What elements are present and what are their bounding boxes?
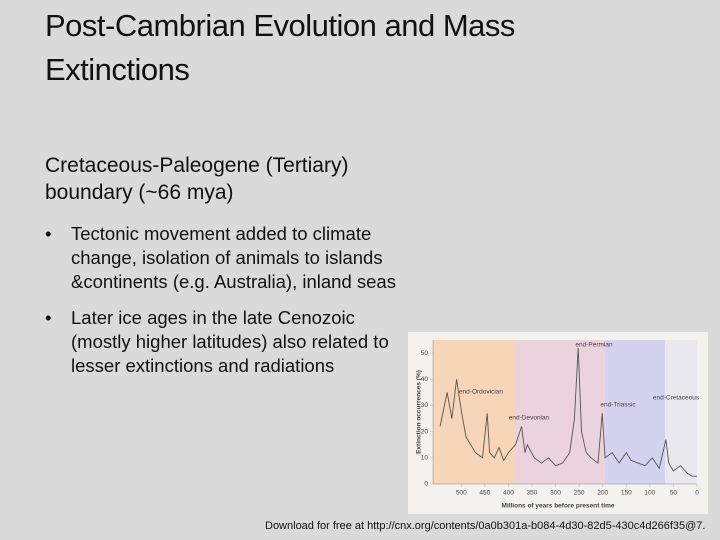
y-tick-label: 40 xyxy=(421,376,429,383)
y-tick-label: 50 xyxy=(421,350,429,357)
bullet: Tectonic movement added to climate chang… xyxy=(45,222,405,294)
annotation: end-Devonian xyxy=(509,415,550,422)
period-band xyxy=(605,340,665,484)
annotation: end-Ordovician xyxy=(459,389,503,396)
annotation: end-Cretaceous xyxy=(653,395,700,402)
x-tick-label: 500 xyxy=(456,490,467,497)
x-tick-label: 250 xyxy=(574,490,585,497)
x-tick-label: 0 xyxy=(695,490,699,497)
bullet-list: Tectonic movement added to climate chang… xyxy=(45,222,405,390)
x-axis-label: Millions of years before present time xyxy=(501,503,614,510)
annotation: end-Triassic xyxy=(600,402,636,409)
period-band xyxy=(665,340,697,484)
footer: Download for free at http://cnx.org/cont… xyxy=(265,520,706,532)
y-axis-label: Extinction occurrences (%) xyxy=(416,370,423,454)
data-line xyxy=(439,347,697,477)
slide-title: Post-Cambrian Evolution and Mass Extinct… xyxy=(45,8,515,87)
x-tick-label: 100 xyxy=(644,490,655,497)
y-tick-label: 20 xyxy=(421,428,429,435)
x-tick-label: 300 xyxy=(550,490,561,497)
chart: end-Permian end-Ordovician end-Devonian … xyxy=(408,332,708,514)
y-tick-label: 0 xyxy=(424,481,428,488)
bullet: Later ice ages in the late Cenozoic (mos… xyxy=(45,306,405,378)
subtitle: Cretaceous-Paleogene (Tertiary) boundary… xyxy=(45,154,349,204)
x-tick-label: 50 xyxy=(670,490,678,497)
y-tick-label: 30 xyxy=(421,402,429,409)
x-tick-label: 200 xyxy=(597,490,608,497)
period-band xyxy=(515,340,605,484)
x-tick-label: 350 xyxy=(527,490,538,497)
x-tick-label: 400 xyxy=(503,490,514,497)
period-band xyxy=(433,340,515,484)
annotation: end-Permian xyxy=(575,342,613,349)
x-tick-label: 450 xyxy=(479,490,490,497)
y-tick-label: 10 xyxy=(421,455,429,462)
x-tick-label: 150 xyxy=(621,490,632,497)
